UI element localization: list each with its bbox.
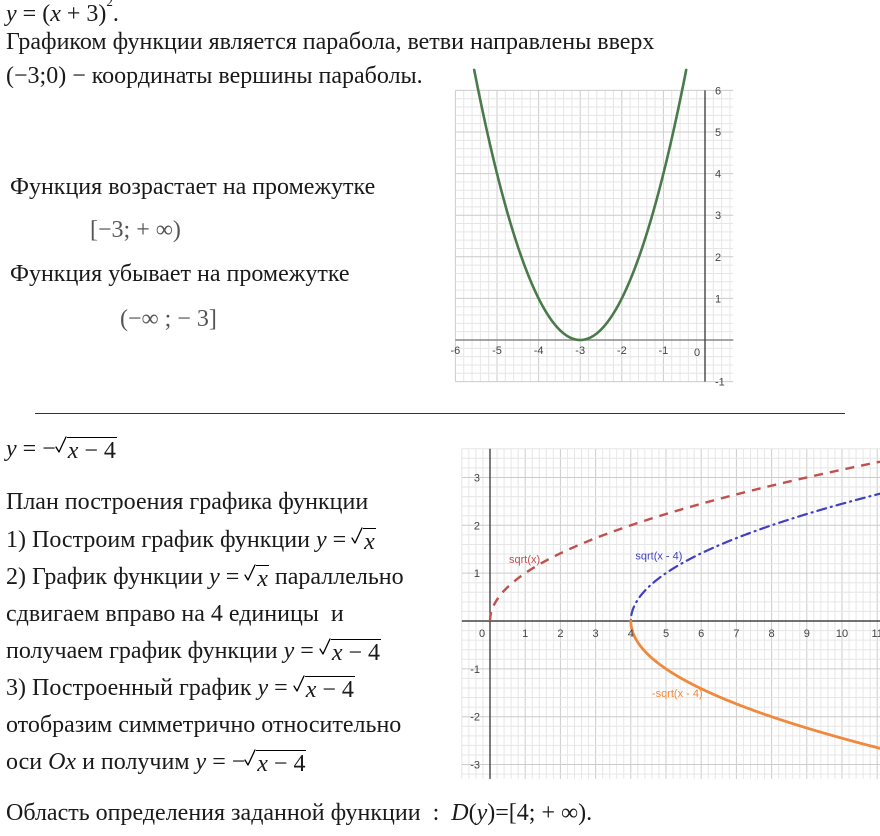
svg-text:2: 2 bbox=[474, 520, 480, 532]
svg-text:sqrt(x): sqrt(x) bbox=[509, 554, 540, 566]
svg-text:-sqrt(x - 4): -sqrt(x - 4) bbox=[652, 688, 703, 700]
svg-text:10: 10 bbox=[836, 628, 848, 640]
svg-text:11: 11 bbox=[871, 628, 880, 640]
svg-text:6: 6 bbox=[698, 628, 704, 640]
svg-text:3: 3 bbox=[474, 472, 480, 484]
svg-text:sqrt(x - 4): sqrt(x - 4) bbox=[635, 550, 682, 562]
svg-text:5: 5 bbox=[663, 628, 669, 640]
svg-text:3: 3 bbox=[593, 628, 599, 640]
svg-text:-2: -2 bbox=[470, 712, 480, 724]
svg-text:1: 1 bbox=[522, 628, 528, 640]
svg-text:-3: -3 bbox=[470, 760, 480, 772]
svg-text:0: 0 bbox=[479, 628, 485, 640]
svg-text:8: 8 bbox=[769, 628, 775, 640]
svg-text:4: 4 bbox=[628, 628, 634, 640]
svg-text:1: 1 bbox=[474, 568, 480, 580]
svg-text:9: 9 bbox=[804, 628, 810, 640]
svg-text:2: 2 bbox=[557, 628, 563, 640]
svg-text:7: 7 bbox=[733, 628, 739, 640]
svg-text:-1: -1 bbox=[470, 664, 480, 676]
